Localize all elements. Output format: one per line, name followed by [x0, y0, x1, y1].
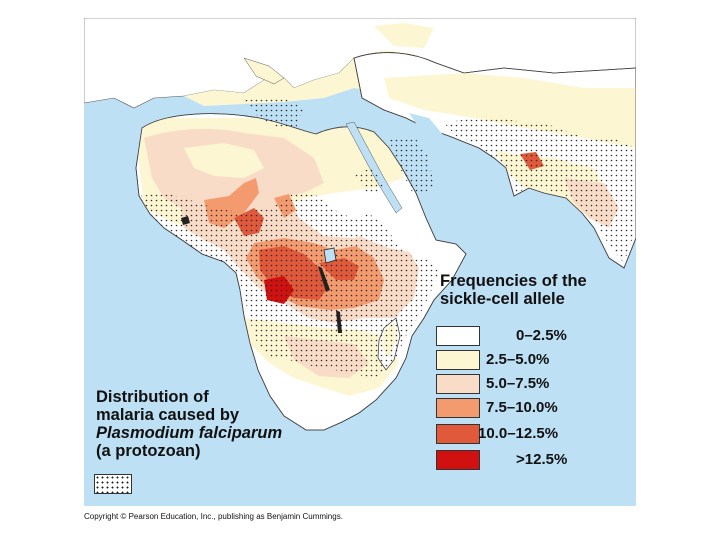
- legend-label: 5.0–7.5%: [486, 375, 550, 392]
- legend-item: 0–2.5%: [436, 326, 636, 348]
- malaria-title-line3: Plasmodium falciparum: [96, 424, 283, 442]
- africa-map: [84, 18, 636, 506]
- legend-item: 2.5–5.0%: [436, 350, 636, 372]
- malaria-distribution: [139, 98, 636, 380]
- legend-swatch: [436, 374, 480, 394]
- legend-title-line1: Frequencies of the: [440, 272, 587, 290]
- malaria-title-line2: malaria caused by: [96, 406, 240, 424]
- legend-swatch: [436, 326, 480, 346]
- legend-label: 2.5–5.0%: [486, 351, 550, 368]
- lake-malawi: [336, 310, 342, 333]
- malaria-title: Distribution of malaria caused by Plasmo…: [96, 388, 326, 460]
- legend-swatch: [436, 450, 480, 470]
- malaria-title-line4: (a protozoan): [96, 442, 201, 460]
- legend-swatch: [436, 350, 480, 370]
- legend-item: 5.0–7.5%: [436, 374, 636, 396]
- map-panel: Frequencies of the sickle-cell allele 0–…: [84, 18, 636, 506]
- legend-label: >12.5%: [516, 451, 568, 468]
- legend-swatch: [436, 424, 480, 444]
- legend-label: 0–2.5%: [516, 327, 567, 344]
- lake-tanganyika: [318, 266, 330, 292]
- dotted-pattern-icon: [94, 474, 132, 494]
- legend-title-line2: sickle-cell allele: [440, 290, 565, 308]
- legend-item: >12.5%: [436, 450, 636, 472]
- legend-label: 10.0–12.5%: [478, 425, 559, 442]
- legend-swatch: [436, 398, 480, 418]
- legend-title: Frequencies of the sickle-cell allele: [440, 272, 630, 308]
- legend-item: 7.5–10.0%: [436, 398, 636, 420]
- copyright: Copyright © Pearson Education, Inc., pub…: [84, 512, 343, 521]
- persian-gulf: [409, 113, 444, 140]
- malaria-title-line1: Distribution of: [96, 388, 209, 406]
- lake-victoria: [323, 247, 337, 264]
- legend-label: 7.5–10.0%: [486, 399, 558, 416]
- legend-item: 10.0–12.5%: [436, 424, 636, 446]
